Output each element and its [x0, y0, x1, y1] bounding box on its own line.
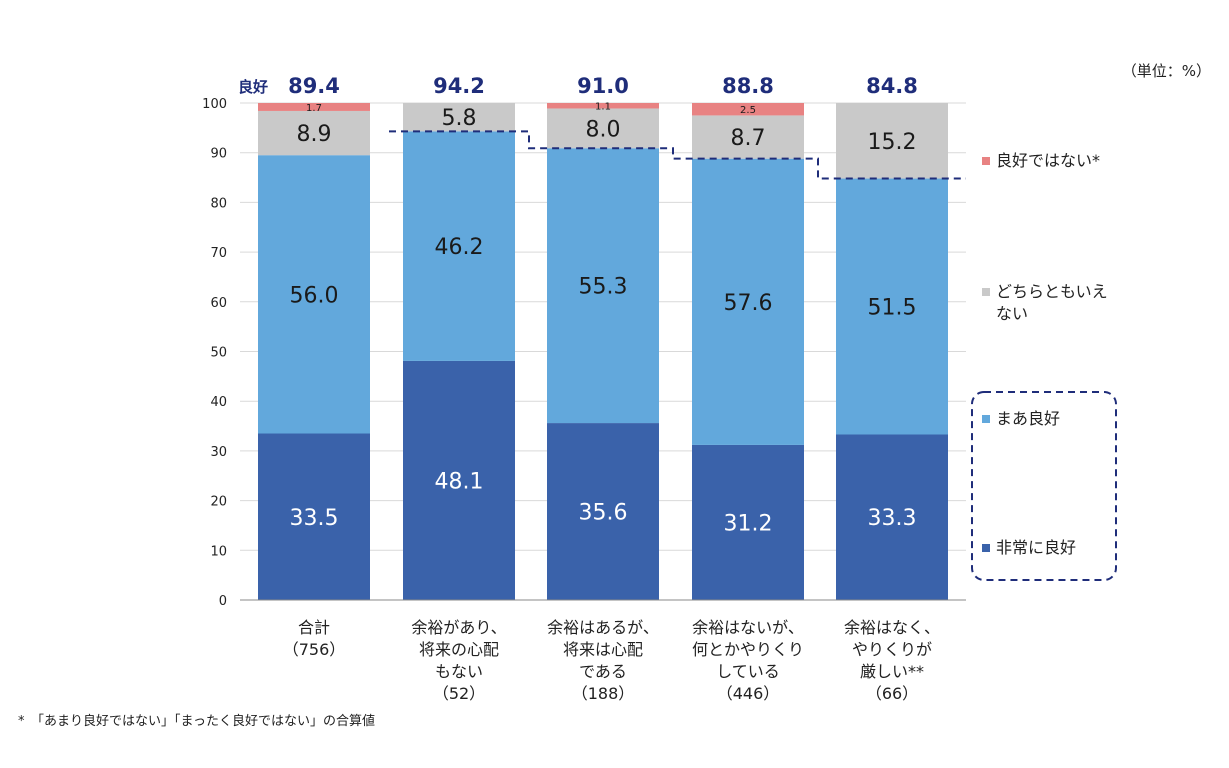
data-label-not_good: 1.7 [306, 103, 322, 114]
data-label-somewhat_good: 57.6 [724, 291, 773, 316]
y-tick-label: 30 [210, 445, 227, 460]
data-label-neither: 8.7 [731, 126, 766, 151]
y-tick-label: 90 [210, 147, 227, 162]
data-label-somewhat_good: 46.2 [435, 235, 484, 260]
x-category-label: やりくりが [852, 640, 932, 659]
legend-swatch-neither [982, 288, 990, 296]
bar-neither [547, 108, 659, 149]
legend-swatch-not_good [982, 157, 990, 165]
bar-neither [836, 103, 948, 179]
data-label-not_good: 1.1 [595, 102, 611, 113]
data-label-somewhat_good: 55.3 [579, 275, 628, 300]
x-category-label: 余裕はなく、 [844, 618, 940, 637]
bar-very_good [692, 444, 804, 600]
y-tick-label: 40 [210, 395, 227, 410]
data-label-not_good: 2.5 [740, 105, 756, 116]
x-category-label: 余裕はあるが、 [547, 618, 659, 637]
bar-neither [403, 103, 515, 132]
good-label: 良好 [238, 78, 268, 96]
x-category-label: （756） [283, 640, 346, 659]
unit-label: （単位：%） [1121, 62, 1211, 80]
data-label-very_good: 48.1 [435, 469, 484, 494]
bar-not_good [258, 103, 370, 111]
good-total: 94.2 [433, 74, 485, 98]
data-label-very_good: 35.6 [579, 501, 628, 526]
bar-somewhat_good [547, 148, 659, 424]
bar-not_good [692, 103, 804, 116]
good-total: 89.4 [288, 74, 340, 98]
legend-label-very_good: 非常に良好 [996, 538, 1076, 557]
bar-somewhat_good [258, 155, 370, 434]
bar-very_good [836, 434, 948, 600]
bar-very_good [547, 423, 659, 600]
x-category-label: 将来の心配 [419, 640, 499, 659]
data-label-somewhat_good: 56.0 [290, 283, 339, 308]
bar-neither [692, 115, 804, 159]
good-total: 91.0 [577, 74, 629, 98]
data-label-very_good: 33.3 [868, 506, 917, 531]
legend-label-neither: ない [996, 304, 1028, 323]
legend-label-not_good: 良好ではない* [996, 151, 1100, 170]
legend-label-neither: どちらともいえ [996, 282, 1108, 301]
footnote: * 「あまり良好ではない」「まったく良好ではない」の合算値 [18, 714, 375, 729]
data-label-neither: 15.2 [868, 130, 917, 155]
data-label-neither: 8.9 [297, 122, 332, 147]
x-category-label: である [579, 662, 627, 681]
bar-somewhat_good [403, 131, 515, 361]
x-category-label: している [716, 662, 780, 681]
bar-somewhat_good [692, 158, 804, 445]
x-category-label: 将来は心配 [563, 640, 643, 659]
data-label-very_good: 31.2 [724, 511, 773, 536]
x-category-label: 余裕があり、 [411, 618, 506, 637]
y-tick-label: 70 [210, 246, 227, 261]
bar-not_good [547, 103, 659, 109]
legend-good-box [971, 391, 1117, 581]
bar-very_good [258, 433, 370, 600]
bar-neither [258, 110, 370, 156]
x-category-label: （188） [572, 684, 635, 703]
legend-swatch-somewhat_good [982, 415, 990, 423]
y-tick-label: 20 [210, 495, 227, 510]
x-category-label: 何とかやりくり [692, 640, 804, 659]
y-tick-label: 50 [210, 346, 227, 361]
legend-swatch-very_good [982, 544, 990, 552]
good-total: 88.8 [722, 74, 774, 98]
data-label-neither: 5.8 [442, 106, 477, 131]
y-tick-label: 60 [210, 296, 227, 311]
data-label-neither: 8.0 [586, 117, 621, 142]
data-label-somewhat_good: 51.5 [868, 296, 917, 321]
y-tick-label: 0 [219, 594, 227, 609]
y-tick-label: 100 [202, 97, 227, 112]
x-category-label: もない [435, 662, 483, 681]
x-category-label: 合計 [298, 618, 330, 637]
y-tick-label: 10 [210, 544, 227, 559]
bar-somewhat_good [836, 178, 948, 435]
x-category-label: （66） [866, 684, 918, 703]
bar-very_good [403, 360, 515, 600]
legend-label-somewhat_good: まあ良好 [996, 409, 1060, 428]
y-tick-label: 80 [210, 196, 227, 211]
data-label-very_good: 33.5 [290, 506, 339, 531]
x-category-label: （446） [717, 684, 780, 703]
x-category-label: 余裕はないが、 [692, 618, 804, 637]
x-category-label: 厳しい** [860, 662, 924, 681]
good-total: 84.8 [866, 74, 918, 98]
x-category-label: （52） [433, 684, 485, 703]
